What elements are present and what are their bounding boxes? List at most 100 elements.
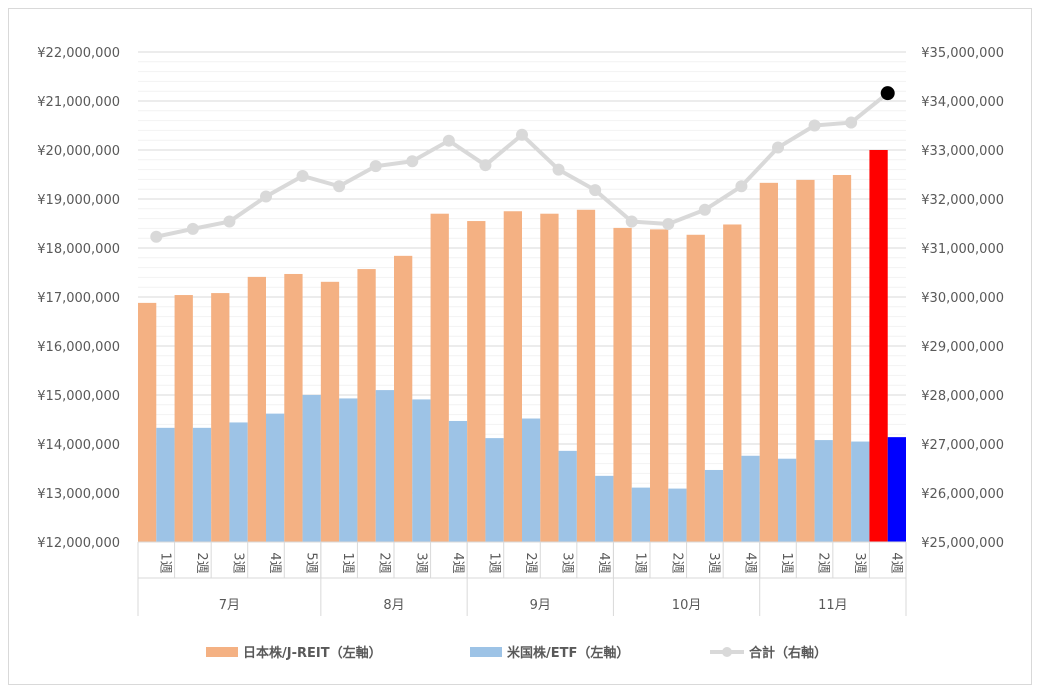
bar-japan-stock xyxy=(832,174,852,543)
bar-japan-stock xyxy=(796,179,815,542)
total-line-point xyxy=(625,215,638,228)
right-axis-tick-label: ¥31,000,000 xyxy=(921,242,1004,257)
bar-japan-stock xyxy=(320,281,340,542)
group-label: 8月 xyxy=(383,598,404,613)
bar-japan-stock xyxy=(430,213,449,542)
right-axis-tick-label: ¥26,000,000 xyxy=(921,487,1004,502)
category-label: 4週 xyxy=(450,552,465,573)
total-line-point xyxy=(589,184,602,197)
group-label: 7月 xyxy=(219,598,240,613)
group-label: 10月 xyxy=(672,598,702,613)
bar-us-stock xyxy=(229,422,248,542)
total-line-point xyxy=(772,141,784,154)
bar-japan-stock xyxy=(467,221,486,543)
bar-us-stock xyxy=(851,441,870,542)
total-line-point xyxy=(442,134,455,147)
group-label: 9月 xyxy=(530,598,551,613)
bar-japan-stock xyxy=(247,276,266,542)
group-label: 11月 xyxy=(818,598,848,613)
total-line-point xyxy=(223,215,236,228)
legend: 日本株/J-REIT（左軸） 米国株/ETF（左軸） 合計（右軸） xyxy=(206,645,827,661)
bar-us-stock xyxy=(595,475,614,542)
bar-japan-stock xyxy=(357,269,376,542)
total-line-point xyxy=(369,160,382,173)
bar-us-stock xyxy=(631,487,650,542)
bar-japan-stock xyxy=(650,229,669,542)
bar-japan-stock xyxy=(174,295,193,542)
bar-japan-stock xyxy=(723,224,742,543)
category-label: 5週 xyxy=(304,552,319,573)
legend-swatch-japan-stock xyxy=(206,647,238,657)
bar-us-stock xyxy=(522,418,541,542)
bar-us-stock xyxy=(814,440,833,542)
bar-us-stock xyxy=(485,438,504,542)
category-label: 3週 xyxy=(230,552,245,573)
bar-japan-stock xyxy=(394,255,413,542)
bar-us-stock xyxy=(339,398,358,542)
left-axis-tick-label: ¥12,000,000 xyxy=(37,536,120,551)
bars xyxy=(138,150,906,543)
category-label: 2週 xyxy=(194,552,209,573)
axes: ¥12,000,000 ¥13,000,000 ¥14,000,000 ¥15,000… xyxy=(37,46,1004,616)
left-axis-tick-label: ¥19,000,000 xyxy=(37,193,120,208)
right-axis-tick-label: ¥28,000,000 xyxy=(921,389,1004,404)
bar-japan-stock xyxy=(576,209,596,542)
right-axis-tick-label: ¥29,000,000 xyxy=(921,340,1004,355)
total-line-point xyxy=(698,203,711,216)
total-line-point xyxy=(479,159,492,172)
bar-us-stock xyxy=(778,458,797,542)
right-axis-tick-label: ¥33,000,000 xyxy=(921,144,1004,159)
bar-japan-stock xyxy=(211,293,230,542)
left-axis-tick-label: ¥22,000,000 xyxy=(37,46,120,61)
category-label: 3週 xyxy=(706,552,721,573)
total-line-point xyxy=(516,128,528,141)
legend-label-total: 合計（右軸） xyxy=(749,645,827,661)
right-axis-tick-label: ¥32,000,000 xyxy=(921,193,1004,208)
total-line-point xyxy=(735,180,748,193)
total-line-point xyxy=(260,190,272,203)
category-label: 2週 xyxy=(816,552,831,573)
bar-japan-stock xyxy=(759,182,778,542)
bar-japan-stock xyxy=(503,211,522,542)
bar-us-stock xyxy=(156,427,175,542)
bar-us-stock xyxy=(192,427,212,542)
category-label: 1週 xyxy=(779,552,794,573)
left-axis-tick-label: ¥21,000,000 xyxy=(37,95,120,110)
bar-japan-stock xyxy=(613,227,632,542)
right-axis-tick-label: ¥30,000,000 xyxy=(921,291,1004,306)
total-line-point xyxy=(552,163,565,176)
category-label: 3週 xyxy=(560,552,575,573)
left-axis-tick-label: ¥13,000,000 xyxy=(37,487,120,502)
bar-us-stock xyxy=(266,413,285,542)
bar-us-stock xyxy=(302,395,321,542)
bar-us-stock xyxy=(668,488,687,542)
bar-us-stock xyxy=(887,437,906,542)
total-line xyxy=(150,86,895,243)
legend-swatch-us-stock xyxy=(470,647,502,657)
category-label: 1週 xyxy=(633,552,648,573)
total-line-point xyxy=(296,169,309,182)
left-axis-tick-label: ¥17,000,000 xyxy=(37,291,120,306)
bar-japan-stock xyxy=(284,273,303,542)
category-label: 2週 xyxy=(377,552,392,573)
category-label: 3週 xyxy=(413,552,428,573)
left-axis-tick-label: ¥16,000,000 xyxy=(37,340,120,355)
total-line-point xyxy=(150,230,163,243)
legend-label-japan-stock: 日本株/J-REIT（左軸） xyxy=(243,645,382,661)
right-axis-tick-label: ¥27,000,000 xyxy=(921,438,1004,453)
left-axis-tick-label: ¥15,000,000 xyxy=(37,389,120,404)
category-label: 3週 xyxy=(852,552,867,573)
right-axis-tick-label: ¥25,000,000 xyxy=(921,536,1004,551)
bar-us-stock xyxy=(741,455,760,542)
category-label: 2週 xyxy=(669,552,684,573)
bar-us-stock xyxy=(558,450,577,542)
bar-japan-stock xyxy=(686,234,705,542)
category-label: 2週 xyxy=(523,552,538,573)
bar-us-stock xyxy=(375,390,394,542)
bar-us-stock xyxy=(412,399,431,542)
bar-japan-stock xyxy=(138,302,157,542)
left-axis-tick-label: ¥20,000,000 xyxy=(37,144,120,159)
left-axis-tick-label: ¥14,000,000 xyxy=(37,438,120,453)
legend-swatch-total-marker xyxy=(722,647,732,657)
